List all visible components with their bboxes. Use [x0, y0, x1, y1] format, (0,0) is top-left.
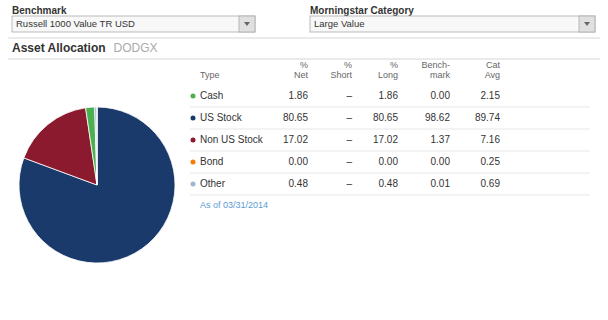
row-separator [190, 107, 590, 108]
column-header: Net [294, 70, 309, 80]
category-dropdown-box[interactable] [310, 16, 595, 32]
row-value: 1.37 [431, 134, 451, 145]
row-value: 0.69 [481, 178, 501, 189]
column-header: Long [378, 70, 398, 80]
row-separator [190, 173, 590, 174]
benchmark-dropdown-box[interactable] [12, 16, 255, 32]
row-dot [191, 116, 196, 121]
row-value: 0.00 [431, 156, 451, 167]
row-value: 0.00 [379, 156, 399, 167]
column-header: Bench- [421, 60, 450, 70]
row-value: 1.86 [379, 90, 399, 101]
row-value: 0.00 [431, 90, 451, 101]
row-dot [191, 138, 196, 143]
separator [8, 38, 600, 39]
pie-slice [95, 107, 97, 185]
row-type: Other [200, 178, 226, 189]
row-value: – [346, 156, 352, 167]
row-value: 0.48 [289, 178, 309, 189]
category-dropdown[interactable]: Large Value [310, 16, 595, 32]
row-value: – [346, 178, 352, 189]
row-separator [190, 151, 590, 152]
row-dot [191, 94, 196, 99]
benchmark-dropdown-value[interactable]: Russell 1000 Value TR USD [16, 18, 135, 29]
chart-subtitle: DODGX [114, 41, 158, 55]
row-dot [191, 182, 196, 187]
pie-slice [24, 108, 97, 185]
separator [8, 59, 600, 60]
row-value: 0.48 [379, 178, 399, 189]
as-of-date: As of 03/31/2014 [200, 200, 268, 210]
row-type: Non US Stock [200, 134, 264, 145]
column-header: % [344, 60, 352, 70]
row-value: – [346, 90, 352, 101]
row-value: 89.74 [475, 112, 500, 123]
column-header: % [300, 60, 308, 70]
category-dropdown-value[interactable]: Large Value [314, 18, 365, 29]
row-dot [191, 160, 196, 165]
row-value: 7.16 [481, 134, 501, 145]
allocation-table: Type%Net%Short%LongBench-markCatAvgCash1… [190, 60, 590, 195]
column-header: Cat [486, 60, 501, 70]
category-dropdown-arrow-box[interactable] [579, 16, 595, 32]
column-header: Type [200, 70, 220, 80]
row-type: Cash [200, 90, 223, 101]
benchmark-dropdown[interactable]: Russell 1000 Value TR USD [12, 16, 255, 32]
benchmark-dropdown-arrow[interactable] [244, 22, 250, 26]
column-header: Short [330, 70, 352, 80]
benchmark-label: Benchmark [12, 5, 67, 16]
row-value: 17.02 [283, 134, 308, 145]
column-header: Avg [485, 70, 500, 80]
row-value: 17.02 [373, 134, 398, 145]
row-separator [190, 195, 590, 196]
asset-allocation-panel: Benchmark Morningstar Category Russell 100… [0, 0, 608, 320]
pie-slice [97, 107, 98, 185]
column-header: mark [430, 70, 450, 80]
pie-slice [19, 107, 175, 263]
row-separator [190, 129, 590, 130]
row-value: 1.86 [289, 90, 309, 101]
row-value: 80.65 [283, 112, 308, 123]
pie [19, 107, 175, 263]
row-value: – [346, 134, 352, 145]
row-value: 0.00 [289, 156, 309, 167]
row-value: 2.15 [481, 90, 501, 101]
category-dropdown-arrow[interactable] [584, 22, 590, 26]
row-value: 98.62 [425, 112, 450, 123]
row-type: US Stock [200, 112, 243, 123]
row-value: 80.65 [373, 112, 398, 123]
benchmark-dropdown-arrow-box[interactable] [239, 16, 255, 32]
category-label: Morningstar Category [310, 5, 414, 16]
column-header: % [390, 60, 398, 70]
row-type: Bond [200, 156, 223, 167]
pie-slice [86, 107, 97, 185]
row-value: 0.25 [481, 156, 501, 167]
chart-title: Asset Allocation [12, 41, 106, 55]
row-value: – [346, 112, 352, 123]
row-value: 0.01 [431, 178, 451, 189]
